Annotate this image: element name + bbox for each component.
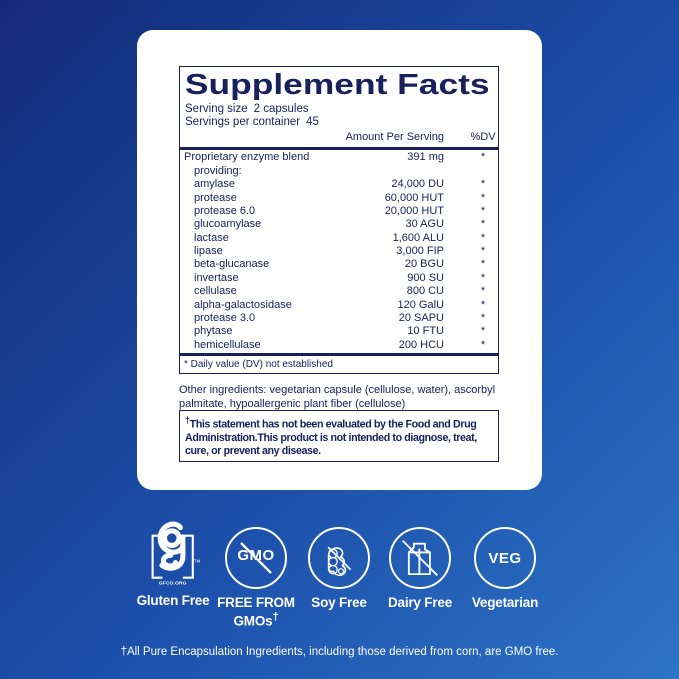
- svg-text:TM: TM: [194, 558, 201, 563]
- svg-text:GFCO.ORG: GFCO.ORG: [159, 581, 187, 587]
